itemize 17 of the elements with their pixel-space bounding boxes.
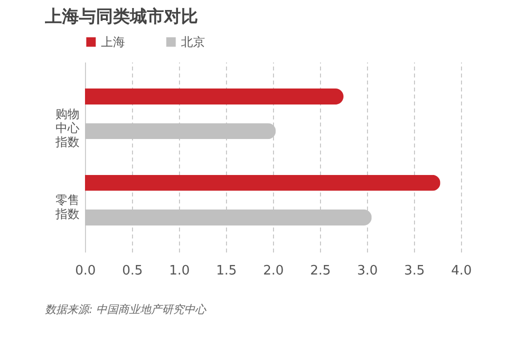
x-tick-label: 3.0 xyxy=(357,264,378,278)
legend-label: 上海 xyxy=(101,35,125,49)
chart-title: 上海与同类城市对比 xyxy=(44,7,198,27)
x-tick-label: 1.5 xyxy=(216,264,237,278)
x-tick-label: 1.0 xyxy=(169,264,190,278)
y-tick-label: 零售指数 xyxy=(54,193,80,222)
x-tick-label: 0.5 xyxy=(122,264,143,278)
bar xyxy=(85,88,344,105)
bar xyxy=(85,174,440,191)
x-tick-label: 2.0 xyxy=(263,264,284,278)
x-tick-label: 0.0 xyxy=(75,264,96,278)
x-tick-label: 4.0 xyxy=(451,264,472,278)
x-tick-label: 3.5 xyxy=(404,264,425,278)
source-note: 数据来源: 中国商业地产研究中心 xyxy=(45,302,206,317)
y-tick-label: 购物中心指数 xyxy=(54,106,80,149)
legend-label: 北京 xyxy=(181,35,205,49)
x-tick-label: 2.5 xyxy=(310,264,331,278)
